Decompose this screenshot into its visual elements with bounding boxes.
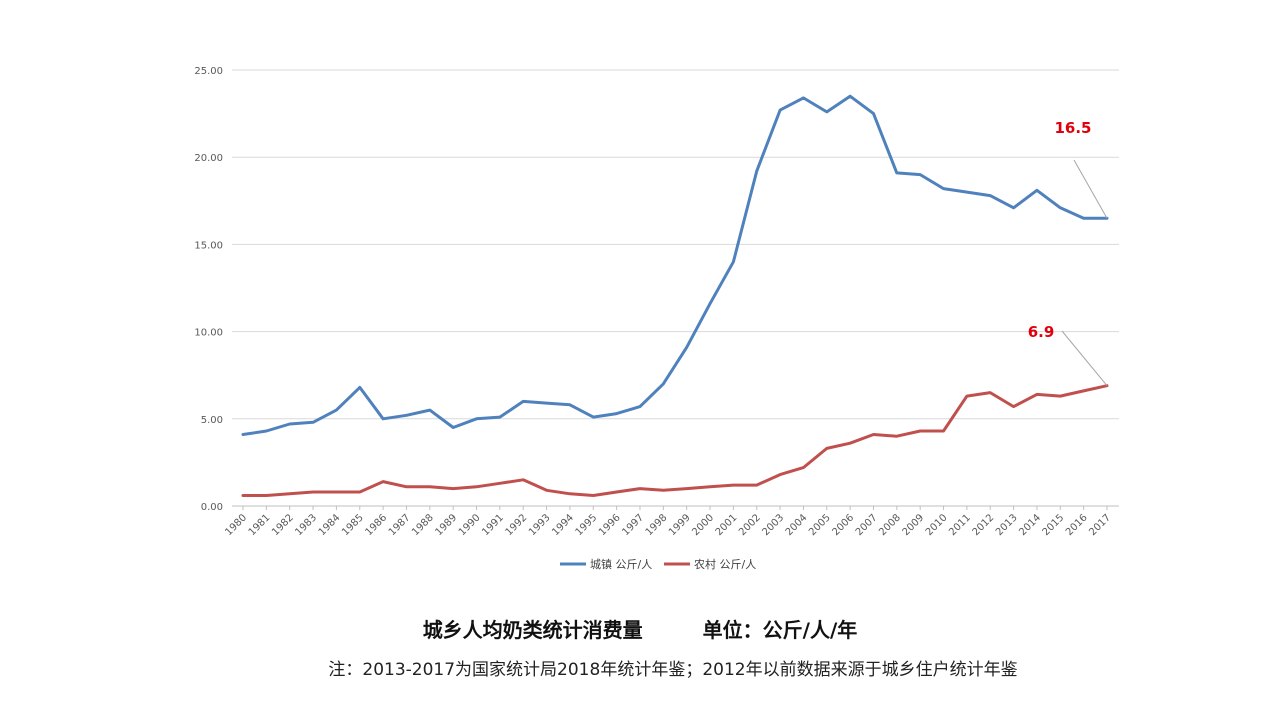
y-tick-label: 0.00 <box>201 502 223 513</box>
x-tick-label: 2010 <box>924 512 950 538</box>
annotation-label: 16.5 <box>1054 119 1091 137</box>
x-tick-label: 2006 <box>830 512 856 538</box>
x-tick-label: 2001 <box>714 512 740 538</box>
x-tick-label: 2002 <box>737 512 763 538</box>
x-tick-label: 1996 <box>597 512 623 538</box>
x-tick-label: 1997 <box>620 512 646 538</box>
x-tick-label: 2000 <box>690 512 716 538</box>
annotation-label: 6.9 <box>1028 323 1055 341</box>
x-tick-label: 1981 <box>247 512 273 538</box>
y-tick-label: 20.00 <box>194 153 223 164</box>
x-tick-label: 1987 <box>387 512 413 538</box>
series-line-0 <box>241 94 1109 436</box>
y-tick-label: 15.00 <box>194 240 223 251</box>
y-axis-ticks: 0.00 5.00 10.00 15.00 20.00 25.00 <box>194 66 223 513</box>
x-tick-label: 1983 <box>293 512 319 538</box>
x-tick-label: 1995 <box>574 512 600 538</box>
legend: 城镇 公斤/人 农村 公斤/人 <box>560 557 756 571</box>
x-tick-label: 2017 <box>1087 512 1113 538</box>
x-tick-label: 1982 <box>270 512 296 538</box>
x-tick-label: 2007 <box>854 512 880 538</box>
x-tick-label: 2015 <box>1041 512 1067 538</box>
x-tick-label: 1980 <box>223 512 249 538</box>
x-tick-label: 2009 <box>901 512 927 538</box>
legend-label: 城镇 公斤/人 <box>590 557 652 571</box>
chart-note: 注：2013-2017为国家统计局2018年统计年鉴；2012年以前数据来源于城… <box>328 660 1018 680</box>
series-lines <box>241 94 1109 497</box>
x-tick-label: 2008 <box>877 512 903 538</box>
x-tick-label: 2013 <box>994 512 1020 538</box>
annotations: 16.5 6.9 <box>1028 119 1108 386</box>
x-tick-label: 2011 <box>947 512 973 538</box>
x-tick-label: 1990 <box>457 512 483 538</box>
x-tick-label: 1989 <box>434 512 460 538</box>
y-tick-label: 25.00 <box>194 66 223 77</box>
y-tick-label: 10.00 <box>194 328 223 339</box>
x-axis-ticks: 1980198119821983198419851986198719881989… <box>223 506 1113 538</box>
x-tick-label: 1992 <box>504 512 530 538</box>
x-tick-label: 1986 <box>363 512 389 538</box>
x-tick-label: 1994 <box>550 512 576 538</box>
series-line-1 <box>241 384 1109 497</box>
chart-title: 城乡人均奶类统计消费量 单位：公斤/人/年 <box>422 618 858 642</box>
x-tick-label: 1991 <box>480 512 506 538</box>
x-tick-label: 2016 <box>1064 512 1090 538</box>
gridlines <box>232 69 1119 507</box>
y-tick-label: 5.00 <box>201 415 223 426</box>
x-tick-label: 2012 <box>971 512 997 538</box>
annotation-leader <box>1061 330 1108 386</box>
x-tick-label: 1993 <box>527 512 553 538</box>
x-tick-label: 2003 <box>760 512 786 538</box>
legend-label: 农村 公斤/人 <box>694 557 756 571</box>
x-tick-label: 1998 <box>644 512 670 538</box>
x-tick-label: 2014 <box>1017 512 1043 538</box>
x-tick-label: 2005 <box>807 512 833 538</box>
annotation-leader <box>1073 159 1108 219</box>
x-tick-label: 2004 <box>784 512 810 538</box>
x-tick-label: 1985 <box>340 512 366 538</box>
x-tick-label: 1999 <box>667 512 693 538</box>
x-tick-label: 1984 <box>317 512 343 538</box>
x-tick-label: 1988 <box>410 512 436 538</box>
